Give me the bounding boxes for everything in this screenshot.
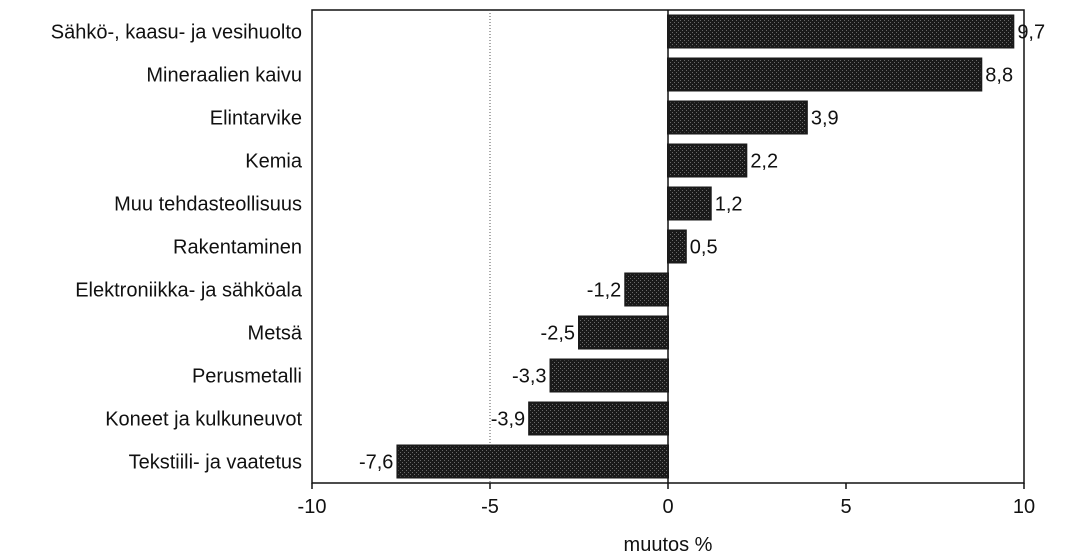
data-label: 2,2: [750, 151, 778, 173]
category-label: Tekstiili- ja vaatetus: [129, 452, 302, 474]
bars-group: [396, 14, 1015, 479]
category-label: Rakentaminen: [173, 237, 302, 259]
data-label: 9,7: [1017, 22, 1045, 44]
tick-label: -10: [298, 496, 327, 518]
bar: [667, 57, 983, 92]
tick-label: 5: [840, 496, 851, 518]
data-label: 1,2: [715, 194, 743, 216]
bar: [396, 444, 669, 479]
category-label: Koneet ja kulkuneuvot: [105, 409, 302, 431]
data-label: -3,9: [491, 409, 525, 431]
bar: [624, 272, 670, 307]
bar: [667, 186, 712, 221]
bar: [667, 14, 1015, 49]
category-label: Elintarvike: [210, 108, 302, 130]
tick-label: -5: [481, 496, 499, 518]
category-label: Elektroniikka- ja sähköala: [75, 280, 303, 302]
bar: [667, 143, 748, 178]
tick-label: 10: [1013, 496, 1035, 518]
bar: [667, 229, 687, 264]
data-label: -1,2: [587, 280, 621, 302]
bar: [528, 401, 669, 436]
bar: [578, 315, 669, 350]
data-label: -2,5: [541, 323, 575, 345]
bar: [549, 358, 670, 393]
category-label: Mineraalien kaivu: [146, 65, 302, 87]
data-label: 0,5: [690, 237, 718, 259]
category-label: Metsä: [248, 323, 303, 345]
bar: [667, 100, 808, 135]
data-label: 8,8: [985, 65, 1013, 87]
x-axis-title: muutos %: [624, 534, 713, 556]
category-label: Sähkö-, kaasu- ja vesihuolto: [51, 22, 302, 44]
category-label: Kemia: [245, 151, 303, 173]
x-axis-ticks: -10 -5 0 5 10: [298, 483, 1035, 518]
category-labels: Sähkö-, kaasu- ja vesihuolto Mineraalien …: [51, 22, 303, 474]
value-labels: 9,78,8 3,9 2,2 1,2 0,5 -1,2 -2,5 -3,3 -3,9 -7,6: [359, 22, 1045, 474]
category-label: Muu tehdasteollisuus: [114, 194, 302, 216]
tick-label: 0: [662, 496, 673, 518]
category-label: Perusmetalli: [192, 366, 302, 388]
data-label: -7,6: [359, 452, 393, 474]
data-label: 3,9: [811, 108, 839, 130]
data-label: -3,3: [512, 366, 546, 388]
